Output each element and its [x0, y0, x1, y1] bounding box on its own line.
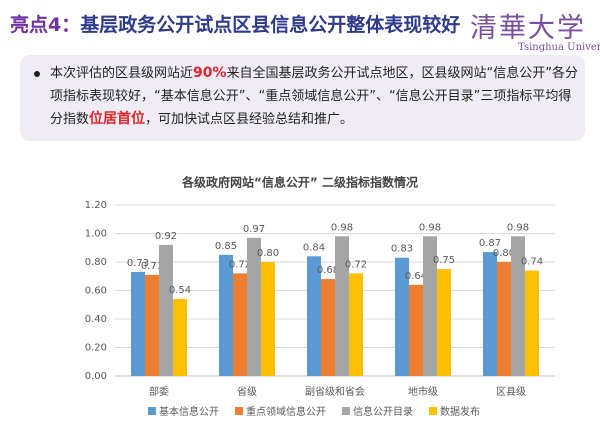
x-tick-label: 部委	[149, 385, 169, 398]
value-label: 0.97	[243, 224, 265, 235]
x-tick-label: 地市级	[408, 385, 438, 398]
emphasis: 位居首位	[89, 111, 146, 127]
value-label: 0.75	[433, 255, 455, 266]
x-tick-label: 区县级	[496, 386, 526, 398]
legend-label: 信息公开目录	[353, 405, 413, 418]
bar	[131, 271, 145, 376]
legend-label: 基本信息公开	[159, 405, 219, 418]
bar	[497, 262, 511, 376]
bar	[247, 237, 261, 376]
bar	[423, 236, 437, 376]
title-text: 基层政务公开试点区县信息公开整体表现较好	[80, 14, 461, 36]
title-highlight: 亮点4：	[10, 14, 81, 36]
bar	[525, 270, 539, 376]
x-tick-label: 省级	[237, 385, 257, 398]
bar	[349, 273, 363, 376]
bar	[395, 257, 409, 376]
value-label: 0.74	[521, 257, 543, 268]
value-label: 0.72	[229, 259, 251, 270]
value-label: 0.84	[303, 242, 325, 253]
bar	[511, 236, 525, 376]
value-label: 0.80	[493, 248, 515, 259]
legend-swatch	[148, 407, 156, 415]
y-tick-label: 0.00	[85, 371, 107, 382]
x-tick-label: 副省级和省会	[305, 385, 365, 398]
bar	[409, 284, 423, 376]
text: 来自全国基层政务公开试点地区，区县级网站“信息公开”各分项指标表现较好，“基本信…	[50, 66, 579, 127]
bar	[233, 273, 247, 376]
bar	[159, 244, 173, 376]
bar	[321, 279, 335, 376]
y-tick-label: 0.20	[85, 343, 107, 354]
chart-title: 各级政府网站“信息公开” 二级指标指数情况	[181, 175, 418, 190]
text: 本次评估的区县级网站近	[50, 66, 194, 81]
value-label: 0.68	[317, 265, 339, 276]
value-label: 0.73	[127, 258, 149, 269]
value-label: 0.98	[507, 222, 529, 233]
value-label: 0.64	[405, 271, 427, 282]
legend-label: 数据发布	[440, 405, 480, 418]
y-tick-label: 0.40	[85, 314, 107, 325]
emphasis: 90%	[193, 65, 227, 81]
value-label: 0.83	[391, 244, 413, 255]
bar	[173, 299, 187, 376]
value-label: 0.71	[141, 261, 163, 272]
y-tick-label: 0.80	[85, 257, 107, 268]
logo-subtitle: Tsinghua University	[518, 42, 600, 53]
value-label: 0.98	[331, 222, 353, 233]
text: ，可加快试点区县经验总结和推广。	[145, 112, 354, 127]
value-label: 0.54	[169, 285, 191, 296]
value-label: 0.98	[419, 222, 441, 233]
value-label: 0.85	[215, 241, 237, 252]
y-tick-label: 1.20	[85, 200, 107, 211]
slide-title: 亮点4：基层政务公开试点区县信息公开整体表现较好	[10, 10, 460, 37]
value-label: 0.80	[257, 248, 279, 259]
bar	[483, 252, 497, 376]
value-label: 0.87	[479, 238, 501, 249]
legend-swatch	[342, 407, 350, 415]
bullet-text: 本次评估的区县级网站近90%来自全国基层政务公开试点地区，区县级网站“信息公开”…	[50, 62, 578, 131]
y-tick-label: 1.00	[85, 229, 107, 240]
bar	[261, 262, 275, 376]
legend-label: 重点领域信息公开	[246, 405, 326, 418]
bullet-box: 本次评估的区县级网站近90%来自全国基层政务公开试点地区，区县级网站“信息公开”…	[20, 55, 585, 141]
legend-swatch	[235, 407, 243, 415]
logo-name: 清華大学	[470, 13, 586, 44]
bar	[219, 254, 233, 376]
value-label: 0.92	[155, 231, 177, 242]
y-tick-label: 0.60	[85, 286, 107, 297]
bullet-dot	[34, 71, 40, 77]
bar	[335, 236, 349, 376]
legend-swatch	[429, 407, 437, 415]
bar	[307, 256, 321, 376]
bar	[145, 274, 159, 376]
value-label: 0.72	[345, 259, 367, 270]
bar	[437, 269, 451, 376]
